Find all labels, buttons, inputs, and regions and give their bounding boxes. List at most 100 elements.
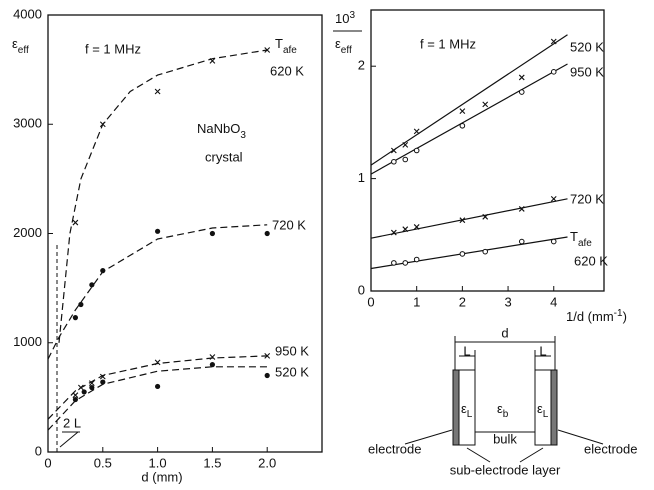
eps-l: εL <box>537 401 549 419</box>
text-base: T <box>275 36 283 51</box>
superscript: -1 <box>614 308 623 319</box>
annotation: f = 1 MHz <box>85 41 141 56</box>
left-axes-frame <box>47 14 323 453</box>
y-tick-label: 3000 <box>13 116 42 131</box>
point-cross <box>154 88 161 95</box>
x-tick-label: 1.0 <box>149 455 167 470</box>
y-tick-label: 0 <box>358 282 365 297</box>
electrode-diagram <box>404 336 604 463</box>
point-cross <box>72 392 79 399</box>
series-label: 620 K <box>270 63 304 78</box>
point-circle <box>518 89 525 95</box>
point-cross <box>154 359 161 366</box>
subscript: 3 <box>240 130 246 141</box>
point-cross <box>88 380 95 387</box>
l-label: L <box>539 343 546 358</box>
text-base: ) <box>623 309 627 324</box>
x-tick-label: 3 <box>504 294 511 309</box>
text-base: ε <box>335 36 341 51</box>
l-label: L <box>463 343 470 358</box>
point-dot <box>264 230 270 237</box>
point-cross <box>402 141 409 148</box>
x-axis-label: 1/d (mm-1) <box>566 308 627 325</box>
layer-label: sub-electrode layer <box>450 462 561 477</box>
electrode <box>550 369 558 446</box>
point-dot <box>100 379 106 385</box>
x-tick-label: 4 <box>550 294 557 309</box>
point-cross <box>209 57 216 64</box>
point-cross <box>264 47 271 53</box>
fit-line <box>58 49 268 343</box>
sub: b <box>503 409 509 420</box>
point-cross <box>550 38 557 45</box>
point-circle <box>391 158 397 165</box>
y-axis-label: εeff <box>12 36 29 55</box>
point-cross <box>482 213 489 220</box>
point-circle <box>459 251 466 257</box>
electrode-label: electrode <box>368 441 421 456</box>
series-label: 520 K <box>570 39 604 54</box>
series-label: 620 K <box>574 253 608 268</box>
x-tick-label: 2.0 <box>258 455 276 470</box>
y-tick-label: 0 <box>35 443 42 458</box>
y-tick-label: 2 <box>358 58 365 73</box>
point-cross <box>550 195 557 202</box>
point-dot <box>100 268 106 274</box>
series-prefix: Tafe <box>570 229 592 248</box>
point-cross <box>402 226 409 233</box>
point-circle <box>402 156 409 163</box>
x-tick-label: 0 <box>44 455 51 470</box>
point-cross <box>99 373 106 380</box>
fit-line <box>47 366 268 431</box>
eps-l: εL <box>461 401 473 419</box>
x-tick-label: 0 <box>367 294 374 309</box>
text-base: NaNbO <box>197 121 240 136</box>
point-circle <box>518 238 525 245</box>
point-cross <box>264 352 271 359</box>
point-cross <box>518 206 525 212</box>
x-tick-label: 0.5 <box>94 455 112 470</box>
point-cross <box>459 217 466 224</box>
point-circle <box>413 147 420 154</box>
fit-line <box>47 355 268 420</box>
point-dot <box>209 230 215 237</box>
point-cross <box>209 354 216 360</box>
point-cross <box>72 219 79 226</box>
series-label: 950 K <box>570 64 604 79</box>
point-cross <box>413 224 420 230</box>
point-dot <box>81 389 87 395</box>
point-circle <box>459 122 466 129</box>
point-circle <box>550 238 557 245</box>
y-tick-label: 1 <box>358 170 365 185</box>
series-label: 720 K <box>570 191 604 206</box>
eps-b: εb <box>497 401 509 419</box>
annotation: 2 L <box>63 415 81 430</box>
point-cross <box>413 128 420 135</box>
eps: ε <box>537 401 543 416</box>
point-cross <box>77 384 84 391</box>
text-base: 1/d (mm <box>566 309 614 324</box>
text-base: ε <box>12 36 18 51</box>
subscript: afe <box>578 238 592 249</box>
point-dot <box>264 372 270 379</box>
point-dot <box>155 228 161 234</box>
leader-lines <box>404 429 604 463</box>
eps: ε <box>461 401 467 416</box>
point-cross <box>482 101 489 108</box>
subscript: afe <box>283 45 297 56</box>
point-dot <box>89 282 95 288</box>
annotation: NaNbO3 <box>197 121 246 140</box>
point-cross <box>518 74 525 81</box>
point-circle <box>482 248 489 255</box>
point-cross <box>390 229 397 236</box>
point-cross <box>99 121 106 128</box>
point-dot <box>72 315 78 321</box>
y-axis-label: εeff <box>335 36 352 55</box>
right-axes-frame <box>370 9 605 292</box>
text-base: 10 <box>335 11 349 26</box>
annotation: f = 1 MHz <box>420 36 476 51</box>
superscript: 3 <box>349 10 355 21</box>
point-cross <box>390 147 397 154</box>
electrode <box>452 369 460 446</box>
